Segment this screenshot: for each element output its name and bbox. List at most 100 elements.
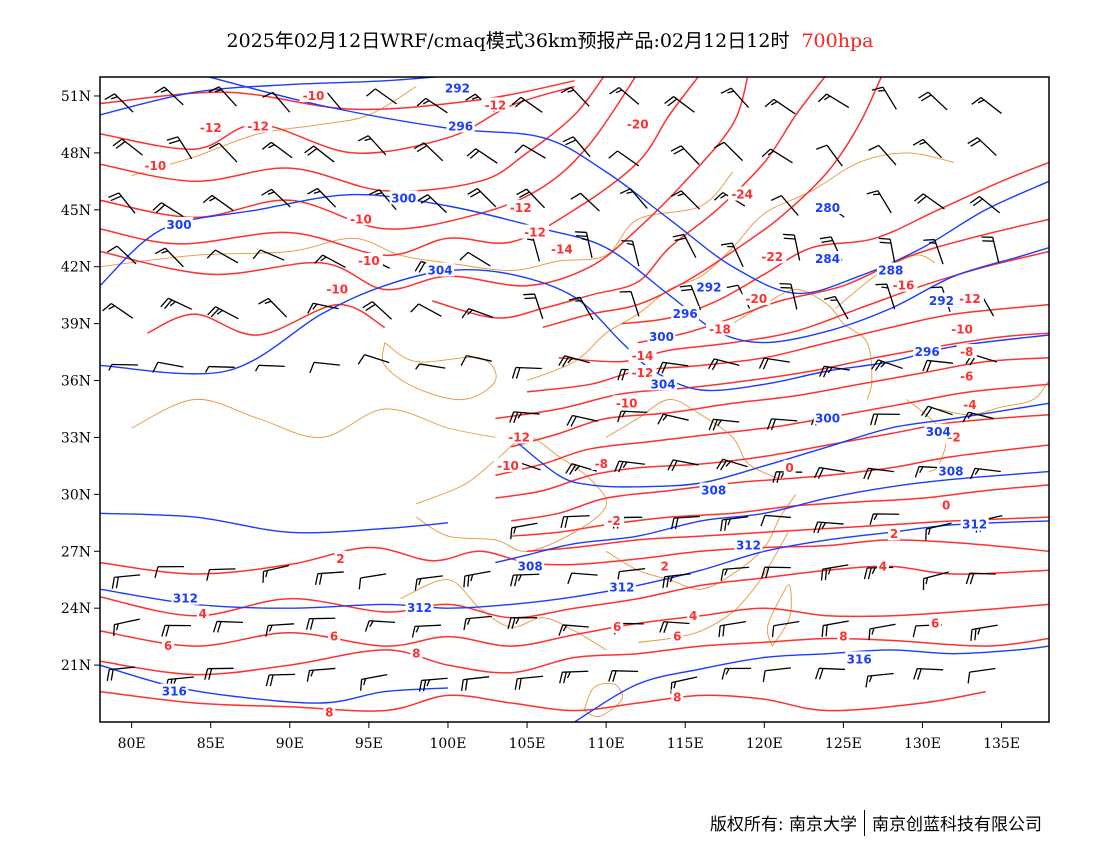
height-contours [100, 77, 1049, 722]
wind-barb-feather [919, 466, 924, 473]
wind-barb-shaft [922, 138, 943, 159]
wind-barb-feather [817, 522, 823, 534]
wind-barb-feather [767, 150, 775, 156]
wind-barb [771, 620, 800, 638]
height-label: 300 [167, 218, 192, 232]
wind-barb-feather [115, 576, 119, 589]
wind-barb-feather [467, 309, 473, 316]
wind-barb-shaft [680, 145, 700, 165]
lon-label: 130E [904, 736, 941, 752]
wind-barb-feather [965, 572, 971, 585]
wind-barb-feather [415, 363, 421, 370]
wind-barb [575, 231, 593, 258]
wind-barb-feather [562, 136, 574, 143]
wind-barb [913, 667, 944, 680]
wind-barb [261, 141, 293, 159]
wind-barb [779, 283, 798, 310]
wind-barb-feather [309, 618, 314, 630]
wind-barb-feather [725, 668, 730, 675]
wind-barb-feather [168, 139, 181, 145]
wind-barb-feather [867, 567, 872, 580]
wind-barb-shaft [822, 564, 849, 570]
height-contour [100, 193, 1049, 344]
wind-barb-feather [563, 671, 567, 684]
wind-barb-feather [662, 576, 666, 589]
wind-barb-feather [108, 305, 115, 310]
wind-barb [923, 238, 944, 265]
temperature-isotherm [100, 565, 1049, 619]
wind-barb-feather [712, 419, 718, 431]
wind-barb-shaft [834, 296, 849, 320]
wind-barb-shaft [773, 98, 796, 115]
wind-barb [863, 467, 894, 480]
latitude-axis: 51N 48N 45N 42N 39N 36N 33N 30N 27N 24N 21N [61, 89, 100, 674]
wind-barb-shaft [612, 670, 639, 673]
wind-barb-feather [208, 142, 220, 150]
wind-barb-feather [517, 574, 522, 582]
wind-barb [971, 96, 1002, 114]
wind-barb-shaft [309, 667, 336, 672]
temperature-isotherm [495, 383, 1049, 477]
temperature-label: -10 [303, 89, 325, 103]
wind-barb-feather [509, 411, 515, 423]
wind-barb [514, 675, 544, 691]
wind-barb-feather [204, 668, 209, 680]
wind-barb [254, 364, 285, 372]
wind-barb-shaft [867, 672, 894, 677]
wind-barb-shaft [423, 142, 444, 162]
wind-barb-shaft [722, 458, 748, 468]
wind-barb-shaft [419, 363, 446, 369]
wind-barb-feather [514, 574, 518, 587]
footer-separator [864, 810, 865, 836]
wind-barb-feather [511, 96, 522, 106]
height-label: 304 [926, 425, 951, 439]
temperature-isotherm [637, 218, 1049, 344]
wind-barb [417, 194, 447, 214]
wind-barb-shaft [317, 571, 344, 575]
wind-barb [621, 240, 640, 267]
wind-barb-feather [366, 88, 376, 97]
wind-barb-feather [868, 675, 873, 683]
wind-barb [463, 570, 491, 588]
wind-barb-shaft [418, 303, 442, 317]
wind-barb [670, 190, 701, 210]
wind-barb [813, 521, 844, 534]
boundary-line [416, 436, 607, 552]
wind-barb [307, 302, 339, 314]
temperature-isotherm [511, 444, 1049, 522]
wind-barb-feather [761, 148, 771, 158]
wind-barb-feather [917, 195, 927, 204]
height-label: 296 [448, 119, 473, 133]
temperature-label-bg [948, 321, 977, 336]
wind-barb-feather [817, 93, 828, 103]
wind-barb-shaft [572, 414, 598, 422]
wind-barb [720, 566, 750, 581]
wind-barb [413, 142, 444, 162]
wind-barb-feather [760, 515, 766, 527]
height-label-bg [443, 80, 472, 95]
wind-barb-feather [258, 297, 269, 305]
wind-barb [758, 357, 790, 370]
wind-barb-feather [526, 238, 534, 241]
temperature-label-bg [671, 628, 684, 643]
lat-label: 30N [61, 487, 91, 503]
wind-barb-feather [570, 416, 577, 427]
plot-frame [99, 76, 1050, 723]
temperature-isotherm [100, 603, 1049, 647]
wind-barb-feather [617, 410, 622, 423]
wind-barb-feather [822, 366, 829, 378]
temperature-label: -10 [616, 396, 638, 410]
wind-barb-feather [758, 357, 765, 369]
wind-barb-shaft [618, 87, 640, 105]
boundary-line [766, 584, 792, 647]
wind-barb [912, 138, 943, 159]
wind-barb-shaft [974, 467, 1001, 473]
height-label: 300 [649, 330, 674, 344]
wind-barb-feather [708, 419, 714, 431]
wind-barb-feather [871, 86, 884, 91]
wind-barb-shaft [515, 366, 542, 370]
wind-barb-shaft [164, 247, 184, 268]
wind-barb-feather [878, 237, 891, 240]
temperature-label: 8 [412, 647, 420, 661]
wind-barb-shaft [163, 86, 184, 106]
